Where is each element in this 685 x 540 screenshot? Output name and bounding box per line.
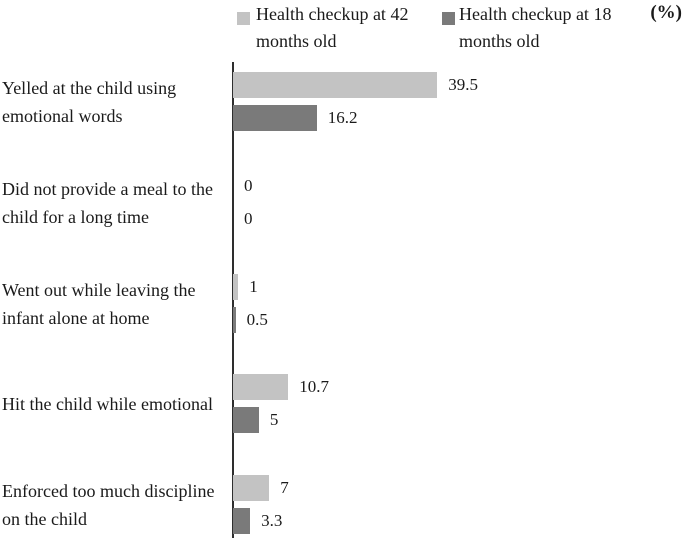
value-label-18mo: 0 [244,208,253,228]
value-label-42mo: 0 [244,175,253,195]
bar-18mo [233,508,251,535]
category-label: Yelled at the child using emotional word… [2,78,177,126]
bar-42mo [233,273,239,300]
bar-18mo [233,407,259,434]
value-label-42mo: 7 [280,478,289,498]
percent-unit-label: (%) [650,2,682,23]
value-label-18mo: 16.2 [327,108,358,127]
bar-42mo [233,475,270,502]
value-label-18mo: 0.5 [246,309,268,329]
bar-42mo [233,72,438,98]
category-label: Enforced too much discipline on the chil… [2,481,215,530]
value-label-18mo: 5 [269,410,279,430]
category-label: Hit the child while emotional [2,394,213,415]
bar-18mo [233,105,317,131]
value-label-18mo: 3.3 [261,511,283,531]
y-axis-line [232,62,234,538]
legend-label-18mo: Health checkup at 18 months old [459,4,612,51]
category-label: Went out while leaving the infant alone … [2,279,196,328]
legend-swatch-42mo [237,12,250,25]
legend-swatch-18mo [442,12,455,25]
value-label-42mo: 39.5 [448,75,478,94]
bar-18mo [233,306,236,333]
legend-label-42mo: Health checkup at 42 months old [256,4,409,51]
value-label-42mo: 1 [249,276,258,296]
value-label-42mo: 10.7 [299,377,330,397]
bar-42mo [233,374,289,401]
category-label: Did not provide a meal to the child for … [2,178,213,227]
